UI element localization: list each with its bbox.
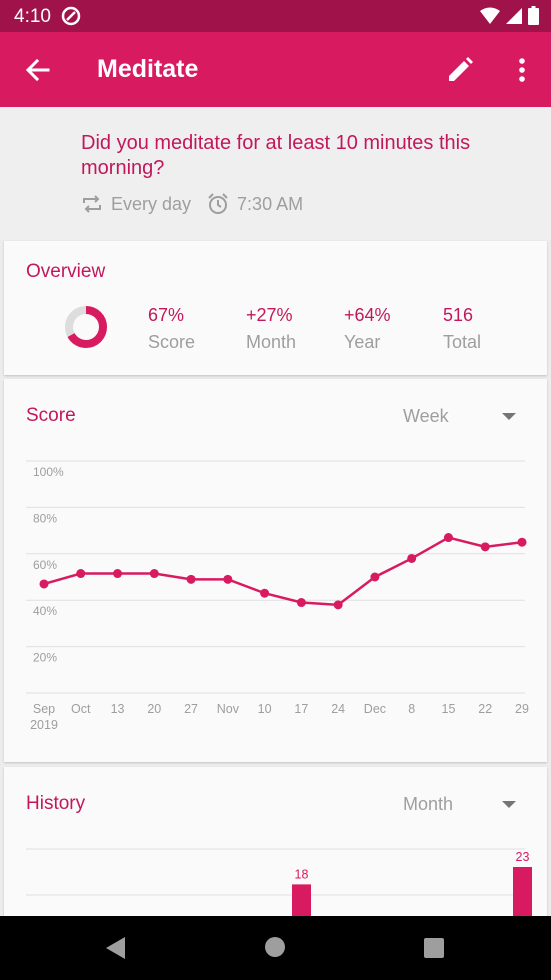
status-time: 4:10 — [14, 6, 51, 27]
stat-value: 516 — [443, 305, 474, 325]
score-ring-chart — [65, 306, 107, 348]
history-bar-label: 23 — [516, 850, 530, 864]
status-icons — [480, 6, 539, 25]
stat-year: +64% Year — [344, 305, 391, 353]
score-data-point — [333, 600, 343, 610]
wifi-icon — [480, 7, 500, 24]
x-tick-label: Oct — [71, 702, 91, 716]
stat-value: +64% — [344, 305, 391, 325]
stat-value: 67% — [148, 305, 185, 325]
stat-label: Total — [443, 332, 482, 352]
edit-pencil-icon[interactable] — [444, 54, 476, 86]
overview-title: Overview — [26, 261, 106, 282]
overview-card: Overview 67% Score +27% Month +64% Year … — [4, 241, 547, 375]
x-tick-label: 10 — [258, 702, 272, 716]
stat-label: Month — [246, 332, 297, 352]
score-data-point — [113, 569, 123, 579]
app-bar: Meditate — [0, 32, 551, 107]
y-tick-label: 60% — [33, 558, 57, 572]
y-tick-label: 20% — [33, 651, 57, 665]
score-data-point — [39, 579, 49, 589]
score-title: Score — [26, 405, 76, 426]
score-card: Score Week 100% 80% 60% 40% 20% Sep Oct 13 20 27 N… — [4, 379, 547, 762]
score-data-point — [186, 574, 196, 584]
y-tick-label: 40% — [33, 604, 57, 618]
x-tick-label: 17 — [294, 702, 308, 716]
history-title: History — [26, 793, 86, 814]
x-tick-label: Dec — [364, 702, 386, 716]
x-tick-label: 8 — [408, 702, 415, 716]
stat-label: Score — [148, 332, 196, 352]
habit-header: Did you meditate for at least 10 minutes… — [0, 107, 551, 240]
x-tick-label: 24 — [331, 702, 345, 716]
history-card: History Month 18 23 — [4, 767, 547, 927]
nav-back-icon[interactable] — [105, 936, 127, 960]
y-tick-label: 100% — [33, 465, 64, 479]
score-data-point — [517, 537, 527, 547]
x-tick-label: 15 — [442, 702, 456, 716]
signal-icon — [506, 7, 522, 24]
more-vert-icon[interactable] — [506, 54, 538, 86]
score-data-point — [443, 533, 453, 543]
x-tick-label: 22 — [478, 702, 492, 716]
score-data-point — [480, 542, 490, 552]
x-tick-label: Nov — [217, 702, 240, 716]
dropdown-arrow-icon[interactable] — [502, 801, 516, 808]
x-tick-label: Sep — [33, 702, 55, 716]
status-bar: 4:10 — [0, 0, 551, 32]
score-ring-arc — [65, 306, 107, 348]
stat-month: +27% Month — [246, 305, 296, 353]
x-tick-label: 29 — [515, 702, 529, 716]
score-data-point — [223, 574, 233, 584]
reminder-time-text: 7:30 AM — [237, 193, 304, 214]
score-data-point — [149, 569, 159, 579]
stat-label: Year — [344, 332, 381, 352]
history-bar-label: 18 — [295, 867, 309, 881]
score-series-line — [43, 536, 523, 607]
repeat-icon — [83, 195, 101, 213]
score-data-point — [296, 598, 306, 608]
dropdown-arrow-icon[interactable] — [502, 413, 516, 420]
y-tick-label: 80% — [33, 511, 57, 525]
back-arrow-icon[interactable] — [22, 54, 54, 86]
alarm-clock-icon — [208, 193, 228, 214]
notification-app-icon — [61, 6, 81, 26]
score-line-chart: 100% 80% 60% 40% 20% Sep Oct 13 20 27 Nov 10 17 24 Dec… — [26, 460, 529, 732]
habit-schedule: Every day 7:30 AM — [81, 193, 319, 215]
x-tick-label: 20 — [147, 702, 161, 716]
score-range-dropdown[interactable]: Week — [403, 406, 449, 426]
stat-total: 516 Total — [443, 305, 481, 353]
nav-home-icon[interactable] — [265, 937, 285, 957]
x-tick-label: 13 — [111, 702, 125, 716]
stat-score: 67% Score — [148, 305, 195, 353]
frequency-text: Every day — [111, 193, 192, 214]
score-data-point — [260, 588, 270, 598]
x-tick-label: 27 — [184, 702, 198, 716]
score-data-point — [407, 553, 417, 563]
history-range-dropdown[interactable]: Month — [403, 794, 454, 814]
battery-icon — [528, 6, 539, 25]
page-title: Meditate — [97, 55, 199, 83]
nav-recents-icon[interactable] — [424, 938, 444, 958]
history-bar — [513, 867, 532, 927]
score-data-point — [76, 569, 86, 579]
x-tick-year-label: 2019 — [30, 718, 58, 732]
habit-question: Did you meditate for at least 10 minutes… — [81, 132, 471, 179]
score-data-point — [370, 572, 380, 582]
stat-value: +27% — [246, 305, 293, 325]
